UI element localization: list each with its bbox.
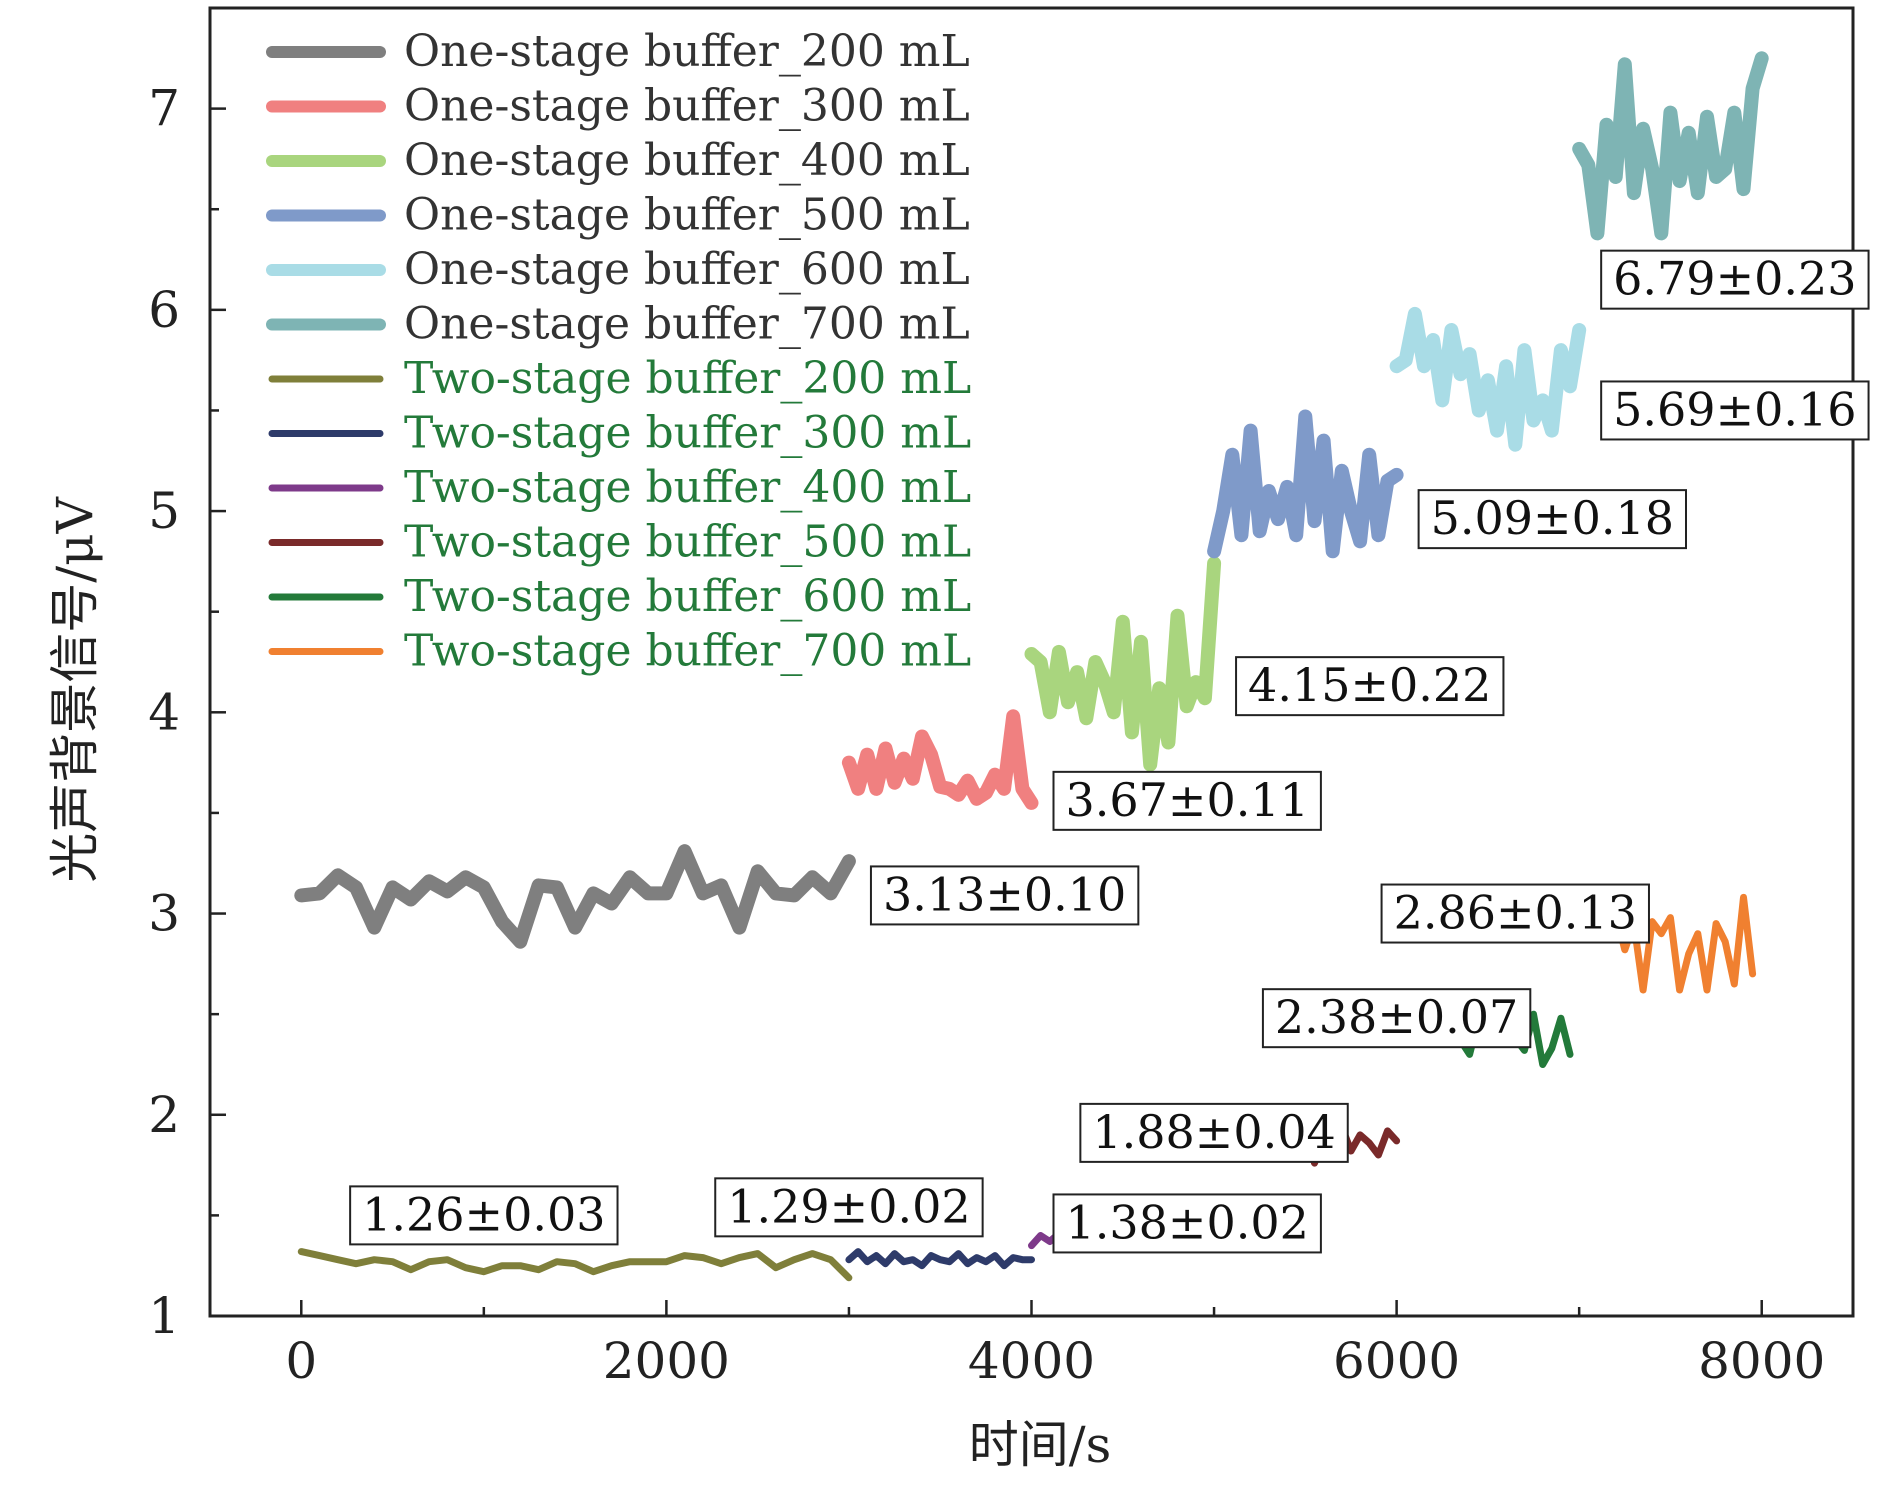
annotation-border [714, 1177, 984, 1238]
legend-label: Two-stage buffer_300 mL [404, 408, 971, 459]
annotation-box: 1.29±0.02 [714, 1177, 984, 1238]
series-line-1 [294, 844, 856, 949]
legend-item: Two-stage buffer_300 mL [268, 408, 971, 459]
legend-label: One-stage buffer_600 mL [404, 244, 970, 295]
y-tick-label: 4 [148, 683, 180, 741]
annotation-box: 3.67±0.11 [1052, 770, 1322, 831]
y-tick-label: 3 [148, 885, 180, 943]
legend-label: One-stage buffer_300 mL [404, 81, 970, 132]
annotation-border [1380, 883, 1650, 944]
annotation-border [1600, 249, 1870, 310]
legend-label: Two-stage buffer_400 mL [404, 462, 971, 513]
y-tick-label: 2 [148, 1086, 180, 1144]
annotation-box: 6.79±0.23 [1600, 249, 1870, 310]
annotation-border [1052, 770, 1322, 831]
annotation-border [1600, 380, 1870, 441]
annotation-box: 1.26±0.03 [349, 1185, 619, 1246]
legend-label: Two-stage buffer_500 mL [404, 517, 971, 568]
series-line-7 [297, 1248, 853, 1282]
y-axis: 1 2 3 4 5 6 7 [148, 6, 226, 1345]
legend-item: Two-stage buffer_400 mL [268, 462, 971, 513]
legend-label: Two-stage buffer_200 mL [404, 353, 971, 404]
x-axis-title: 时间/s [969, 1416, 1112, 1474]
annotation-label: 2.38±0.07 [1275, 990, 1518, 1044]
x-tick-label: 2000 [603, 1332, 730, 1390]
legend-label: One-stage buffer_500 mL [404, 190, 970, 241]
annotation-border [349, 1185, 619, 1246]
annotation-label: 3.13±0.10 [883, 867, 1126, 921]
legend-item: Two-stage buffer_600 mL [268, 571, 971, 622]
annotation-label: 6.79±0.23 [1613, 252, 1856, 306]
x-tick-label: 6000 [1333, 1332, 1460, 1390]
series-line-6 [1572, 51, 1769, 241]
annotation-label: 1.88±0.04 [1092, 1105, 1335, 1159]
legend-item: One-stage buffer_600 mL [266, 244, 970, 295]
legend-item: One-stage buffer_400 mL [266, 135, 970, 186]
annotation-label: 5.69±0.16 [1613, 382, 1856, 436]
legend-item: One-stage buffer_500 mL [266, 190, 970, 241]
annotation-box: 3.13±0.10 [869, 865, 1140, 926]
annotation-border [1079, 1102, 1349, 1163]
legend-item: One-stage buffer_300 mL [266, 81, 970, 132]
x-tick-label: 4000 [968, 1332, 1095, 1390]
annotation-label: 5.09±0.18 [1431, 491, 1674, 545]
x-tick-label: 8000 [1698, 1332, 1825, 1390]
annotation-box: 5.09±0.18 [1417, 489, 1688, 550]
legend-label: Two-stage buffer_700 mL [404, 626, 971, 677]
annotation-border [1235, 656, 1505, 717]
annotation-border [1261, 988, 1532, 1049]
x-axis: 0 2000 4000 6000 8000 [285, 1300, 1825, 1390]
legend-label: One-stage buffer_200 mL [404, 26, 970, 77]
annotation-label: 1.26±0.03 [362, 1187, 605, 1241]
annotation-label: 1.38±0.02 [1066, 1195, 1309, 1249]
series-line-5 [1389, 306, 1587, 452]
legend-item: Two-stage buffer_700 mL [268, 626, 971, 677]
annotations: 6.79±0.23 5.69±0.16 5.09±0.18 4.15±0.22 3.67… [349, 249, 1870, 1254]
annotation-border [869, 865, 1140, 926]
x-tick-label: 0 [285, 1332, 317, 1390]
annotation-box: 2.86±0.13 [1380, 883, 1650, 944]
annotation-border [1417, 489, 1688, 550]
y-tick-label: 6 [148, 281, 180, 339]
annotation-box: 2.38±0.07 [1261, 988, 1532, 1049]
annotation-label: 4.15±0.22 [1248, 658, 1491, 712]
annotation-box: 4.15±0.22 [1235, 656, 1505, 717]
legend-item: Two-stage buffer_500 mL [268, 517, 971, 568]
series-line-8 [845, 1248, 1035, 1270]
y-tick-label: 5 [148, 482, 180, 540]
series-line-2 [841, 709, 1039, 810]
y-axis-title: 光声背景信号/μV [46, 496, 104, 882]
annotation-box: 1.88±0.04 [1079, 1102, 1349, 1163]
legend-label: One-stage buffer_400 mL [404, 135, 970, 186]
annotation-border [1052, 1193, 1322, 1254]
annotation-box: 1.38±0.02 [1052, 1193, 1322, 1254]
series-line-4 [1207, 409, 1404, 559]
legend-item: Two-stage buffer_200 mL [268, 353, 971, 404]
annotation-label: 2.86±0.13 [1394, 886, 1637, 940]
annotation-label: 1.29±0.02 [727, 1179, 970, 1233]
legend-item: One-stage buffer_200 mL [266, 26, 970, 77]
series-line-3 [1024, 556, 1222, 772]
annotation-label: 3.67±0.11 [1066, 773, 1309, 827]
legend-label: One-stage buffer_700 mL [404, 299, 970, 350]
legend-label: Two-stage buffer_600 mL [404, 571, 971, 622]
y-tick-label: 1 [148, 1287, 180, 1345]
series-layer [294, 51, 1769, 1282]
annotation-box: 5.69±0.16 [1600, 380, 1870, 441]
legend-item: One-stage buffer_700 mL [266, 299, 970, 350]
y-tick-label: 7 [148, 80, 180, 138]
